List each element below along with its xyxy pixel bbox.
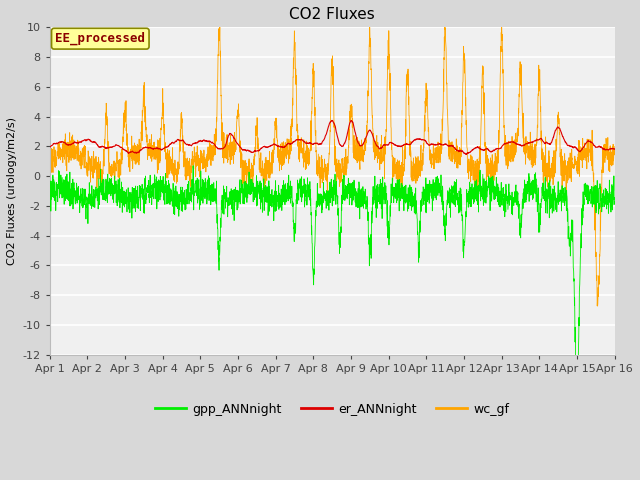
Text: EE_processed: EE_processed: [55, 32, 145, 45]
Legend: gpp_ANNnight, er_ANNnight, wc_gf: gpp_ANNnight, er_ANNnight, wc_gf: [150, 397, 514, 420]
Title: CO2 Fluxes: CO2 Fluxes: [289, 7, 375, 22]
Y-axis label: CO2 Fluxes (urology/m2/s): CO2 Fluxes (urology/m2/s): [7, 117, 17, 265]
